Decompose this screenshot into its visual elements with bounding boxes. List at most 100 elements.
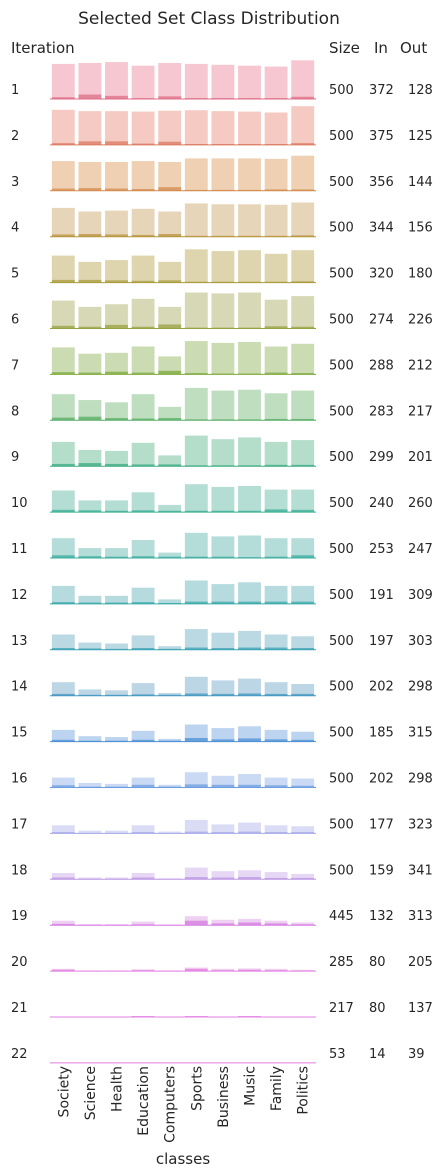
class-total-bar bbox=[291, 731, 315, 742]
class-total-bar bbox=[105, 402, 128, 421]
class-total-bar bbox=[264, 299, 288, 329]
class-total-bar bbox=[78, 111, 102, 145]
class-total-bar bbox=[211, 584, 235, 604]
class-selected-bar bbox=[105, 463, 128, 467]
class-total-bar bbox=[211, 968, 235, 972]
class-selected-bar bbox=[184, 968, 208, 972]
class-total-bar bbox=[264, 825, 288, 834]
class-total-bar bbox=[211, 775, 235, 788]
iteration-row: 8 500 283 217 bbox=[11, 387, 433, 421]
class-selected-bar bbox=[264, 877, 288, 880]
class-total-bar bbox=[264, 253, 288, 283]
class-total-bar bbox=[184, 532, 208, 558]
class-selected-bar bbox=[264, 601, 288, 604]
in-value: 372 bbox=[369, 83, 394, 98]
class-selected-bar bbox=[105, 324, 128, 329]
class-total-bar bbox=[78, 400, 102, 421]
class-total-bar bbox=[131, 65, 155, 99]
class-selected-bar bbox=[264, 372, 288, 375]
iteration-label: 19 bbox=[11, 909, 28, 924]
x-tick-label: Education bbox=[136, 1066, 152, 1136]
in-value: 274 bbox=[369, 313, 394, 328]
class-total-bar bbox=[51, 729, 75, 742]
x-tick-label: Sports bbox=[189, 1066, 205, 1111]
class-selected-bar bbox=[291, 739, 315, 742]
class-selected-bar bbox=[264, 923, 288, 926]
iteration-label: 11 bbox=[11, 542, 28, 557]
class-total-bar bbox=[51, 109, 75, 145]
iteration-row: 17 500 177 323 bbox=[11, 817, 433, 834]
class-total-bar bbox=[105, 548, 128, 558]
in-value: 288 bbox=[369, 358, 394, 373]
class-selected-bar bbox=[105, 280, 128, 283]
class-total-bar bbox=[264, 66, 288, 99]
class-total-bar bbox=[131, 298, 155, 329]
out-value: 217 bbox=[408, 404, 433, 419]
class-selected-bar bbox=[264, 739, 288, 742]
class-total-bar bbox=[291, 155, 315, 191]
class-total-bar bbox=[291, 969, 315, 972]
iteration-label: 2 bbox=[11, 129, 19, 144]
iteration-label: 4 bbox=[11, 221, 19, 236]
class-total-bar bbox=[211, 111, 235, 145]
size-value: 500 bbox=[329, 726, 354, 741]
size-value: 500 bbox=[329, 358, 354, 373]
class-total-bar bbox=[131, 683, 155, 696]
class-total-bar bbox=[211, 158, 235, 191]
class-total-bar bbox=[238, 437, 261, 467]
class-selected-bar bbox=[158, 141, 182, 145]
class-selected-bar bbox=[184, 693, 208, 696]
class-total-bar bbox=[158, 306, 182, 329]
class-selected-bar bbox=[184, 647, 208, 650]
class-total-bar bbox=[264, 872, 288, 880]
size-value: 217 bbox=[329, 1001, 354, 1016]
class-total-bar bbox=[78, 500, 102, 513]
in-value: 197 bbox=[369, 634, 394, 649]
class-total-bar bbox=[78, 63, 102, 99]
out-value: 201 bbox=[408, 450, 433, 465]
iteration-row: 13 500 197 303 bbox=[11, 629, 433, 651]
iteration-row: 11 500 253 247 bbox=[11, 532, 433, 559]
class-total-bar bbox=[158, 455, 182, 467]
class-total-bar bbox=[184, 629, 208, 650]
class-total-bar bbox=[131, 161, 155, 191]
class-total-bar bbox=[158, 552, 182, 558]
out-value: 298 bbox=[408, 680, 433, 695]
class-total-bar bbox=[51, 300, 75, 329]
class-selected-bar bbox=[291, 189, 315, 191]
class-selected-bar bbox=[78, 416, 102, 421]
class-total-bar bbox=[264, 634, 288, 650]
column-header-size: Size bbox=[329, 39, 360, 57]
chart-title: Selected Set Class Distribution bbox=[78, 9, 340, 29]
in-value: 159 bbox=[369, 863, 394, 878]
class-selected-bar bbox=[51, 555, 75, 558]
class-selected-bar bbox=[238, 647, 261, 650]
class-total-bar bbox=[238, 774, 261, 788]
class-selected-bar bbox=[51, 923, 75, 926]
class-selected-bar bbox=[105, 234, 128, 237]
class-total-bar bbox=[158, 211, 182, 237]
class-selected-bar bbox=[184, 556, 208, 558]
x-tick-label: Business bbox=[216, 1066, 232, 1128]
size-value: 53 bbox=[329, 1047, 346, 1062]
iteration-label: 10 bbox=[11, 496, 28, 511]
class-total-bar bbox=[211, 824, 235, 834]
in-value: 202 bbox=[369, 680, 394, 695]
class-total-bar bbox=[105, 111, 128, 145]
row-header-label: Iteration bbox=[11, 39, 75, 57]
class-selected-bar bbox=[211, 556, 235, 558]
class-selected-bar bbox=[291, 326, 315, 329]
class-total-bar bbox=[238, 204, 261, 237]
x-tick-label: Society bbox=[56, 1066, 72, 1117]
class-total-bar bbox=[238, 630, 261, 650]
class-total-bar bbox=[264, 682, 288, 696]
class-selected-bar bbox=[131, 464, 155, 467]
class-total-bar bbox=[105, 690, 128, 696]
class-total-bar bbox=[51, 920, 75, 926]
iteration-row: 20 285 80 205 bbox=[11, 955, 433, 972]
class-selected-bar bbox=[158, 418, 182, 421]
iteration-row: 22 53 14 39 bbox=[11, 1047, 425, 1064]
class-selected-bar bbox=[51, 97, 75, 99]
class-selected-bar bbox=[51, 509, 75, 513]
class-total-bar bbox=[51, 682, 75, 696]
